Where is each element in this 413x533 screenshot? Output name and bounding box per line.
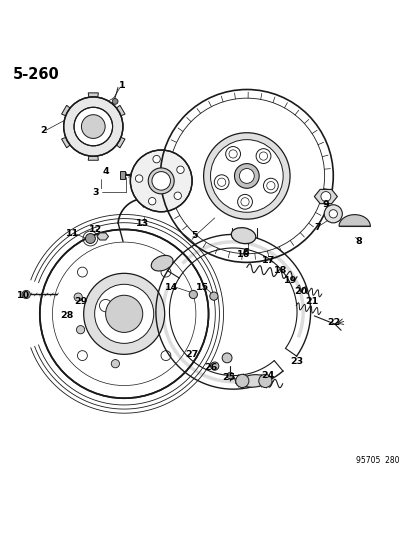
- Text: 23: 23: [290, 357, 304, 366]
- Circle shape: [152, 172, 171, 190]
- Text: 21: 21: [305, 297, 318, 306]
- Polygon shape: [62, 106, 71, 116]
- Circle shape: [263, 178, 278, 193]
- Ellipse shape: [240, 375, 268, 387]
- Text: 10: 10: [17, 291, 30, 300]
- Text: 1: 1: [119, 81, 126, 90]
- Circle shape: [235, 164, 259, 188]
- Text: 6: 6: [242, 248, 249, 256]
- Text: 17: 17: [261, 256, 275, 265]
- Circle shape: [112, 99, 118, 104]
- Circle shape: [149, 198, 156, 205]
- Circle shape: [174, 192, 181, 199]
- Circle shape: [240, 168, 254, 183]
- Polygon shape: [115, 106, 125, 116]
- Circle shape: [256, 149, 271, 164]
- Circle shape: [81, 115, 105, 139]
- Text: 18: 18: [274, 266, 287, 275]
- Circle shape: [74, 293, 82, 301]
- Circle shape: [95, 284, 154, 343]
- Circle shape: [131, 150, 192, 212]
- Circle shape: [85, 233, 95, 244]
- Polygon shape: [314, 189, 337, 204]
- Circle shape: [40, 229, 209, 398]
- Text: 27: 27: [185, 351, 199, 359]
- Polygon shape: [339, 215, 370, 226]
- Circle shape: [74, 107, 113, 146]
- Polygon shape: [115, 137, 125, 148]
- Polygon shape: [120, 171, 126, 179]
- Text: 25: 25: [223, 373, 236, 382]
- Text: 11: 11: [66, 229, 79, 238]
- Text: 24: 24: [261, 371, 275, 380]
- Text: 4: 4: [102, 167, 109, 176]
- Circle shape: [204, 133, 290, 219]
- Text: 5-260: 5-260: [13, 67, 60, 82]
- Circle shape: [106, 295, 143, 333]
- Text: 3: 3: [92, 188, 99, 197]
- Circle shape: [84, 273, 165, 354]
- Text: 13: 13: [136, 219, 149, 228]
- Circle shape: [222, 353, 232, 363]
- Circle shape: [225, 147, 240, 161]
- Circle shape: [210, 292, 218, 300]
- Circle shape: [160, 90, 333, 262]
- Text: 14: 14: [165, 282, 178, 292]
- Circle shape: [211, 362, 219, 370]
- Circle shape: [111, 360, 119, 368]
- Text: 20: 20: [294, 287, 308, 296]
- Text: 95705  280: 95705 280: [356, 456, 400, 465]
- Circle shape: [329, 209, 337, 218]
- Text: 19: 19: [284, 277, 297, 285]
- Circle shape: [189, 290, 197, 298]
- Text: 9: 9: [323, 200, 329, 209]
- Text: 28: 28: [60, 311, 73, 320]
- Text: 15: 15: [196, 282, 209, 292]
- Circle shape: [135, 175, 143, 182]
- Text: 29: 29: [74, 297, 88, 306]
- Polygon shape: [97, 233, 109, 240]
- Text: 12: 12: [89, 225, 102, 234]
- Circle shape: [211, 140, 283, 212]
- Text: 2: 2: [40, 126, 47, 135]
- Circle shape: [259, 374, 272, 387]
- Text: 7: 7: [314, 223, 321, 232]
- Circle shape: [236, 374, 249, 387]
- Circle shape: [321, 191, 331, 201]
- Text: 22: 22: [328, 318, 341, 327]
- Circle shape: [244, 230, 252, 238]
- Circle shape: [214, 175, 229, 190]
- Polygon shape: [62, 137, 71, 148]
- Polygon shape: [88, 155, 98, 160]
- Circle shape: [153, 156, 160, 163]
- Circle shape: [227, 372, 234, 379]
- Text: 8: 8: [356, 237, 362, 246]
- Polygon shape: [88, 93, 98, 99]
- Text: 16: 16: [237, 249, 250, 259]
- Text: 5: 5: [191, 231, 197, 240]
- Text: 26: 26: [204, 363, 217, 372]
- Circle shape: [237, 195, 252, 209]
- Ellipse shape: [151, 255, 173, 271]
- Circle shape: [64, 97, 123, 156]
- Ellipse shape: [231, 228, 256, 244]
- Circle shape: [177, 166, 184, 173]
- Circle shape: [22, 290, 30, 298]
- Circle shape: [324, 205, 342, 223]
- Circle shape: [148, 168, 174, 194]
- Circle shape: [76, 326, 85, 334]
